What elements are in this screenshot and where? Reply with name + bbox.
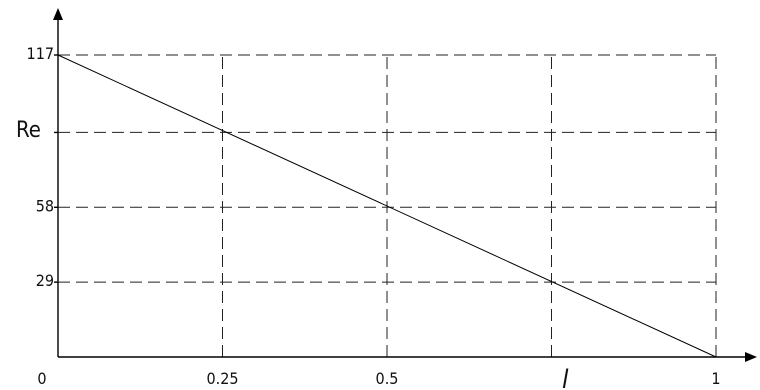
y-tick-label: 117 bbox=[27, 44, 54, 63]
y-tick-label: 58 bbox=[36, 196, 54, 215]
axes-layer bbox=[53, 8, 757, 362]
x-tick-label: 0.25 bbox=[206, 369, 238, 388]
labels-layer: 29 58 117 0 0.25 0.5 1 Re l bbox=[16, 44, 721, 390]
x-tick-label: 0 bbox=[37, 369, 46, 388]
y-tick-label: 29 bbox=[36, 271, 54, 290]
x-tick-label: 1 bbox=[711, 369, 720, 388]
series-line bbox=[57, 54, 717, 358]
x-axis-label: l bbox=[562, 365, 569, 390]
y-axis-label: Re bbox=[16, 118, 41, 143]
series-layer bbox=[57, 54, 717, 358]
x-tick-label: 0.5 bbox=[376, 369, 399, 388]
